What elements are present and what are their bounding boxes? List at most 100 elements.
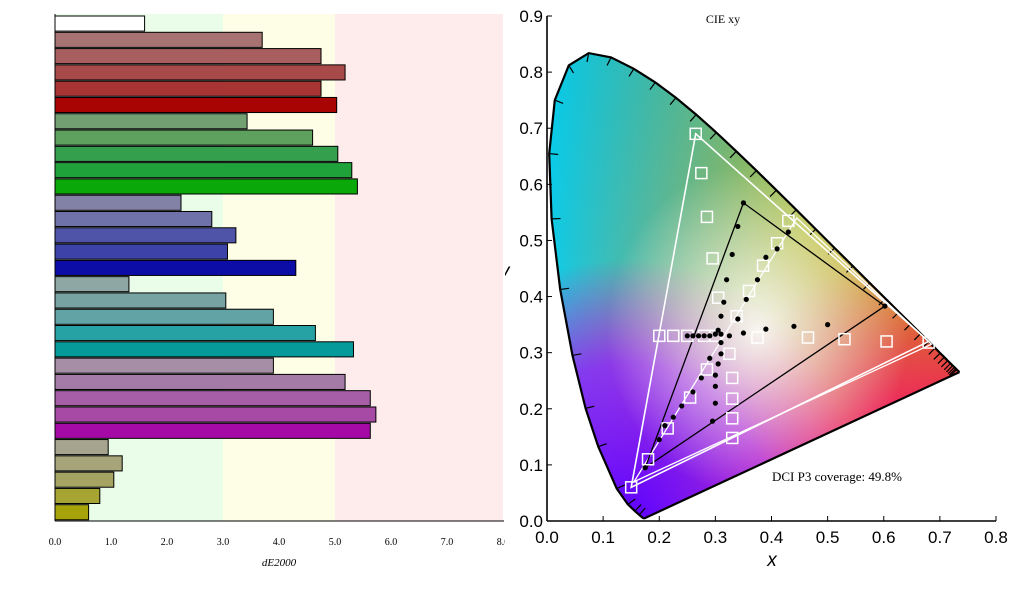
- coverage-annotation: DCI P3 coverage: 49.8%: [772, 469, 902, 484]
- cie-y-tick-label: 0.9: [519, 7, 543, 26]
- bar-x-tick-label: 7.0: [441, 537, 454, 548]
- bar-9: [54, 162, 353, 179]
- measured-point: [715, 361, 721, 367]
- target-square: [725, 392, 739, 405]
- measured-point: [712, 331, 718, 337]
- target-square: [742, 284, 756, 298]
- locus-tick: [937, 356, 945, 364]
- locus-tick: [943, 362, 951, 371]
- bar-x-tick-label: 0.0: [49, 537, 62, 548]
- chromaticity-fill: [549, 53, 960, 519]
- locus-tick: [709, 132, 717, 140]
- bar-26: [54, 439, 109, 456]
- target-square: [653, 329, 666, 343]
- target-square: [706, 252, 719, 265]
- cie-x-tick-label: 0.3: [704, 528, 728, 547]
- cie-y-tick-label: 0.6: [519, 175, 543, 194]
- bar-5: [54, 96, 338, 114]
- locus-tick: [846, 265, 854, 273]
- locus-tick: [627, 498, 636, 505]
- measured-point: [707, 355, 713, 361]
- bar-18: [54, 308, 274, 325]
- measured-point: [690, 333, 696, 339]
- measured-point: [724, 277, 730, 283]
- bar-28: [54, 471, 115, 488]
- locus-tick: [598, 443, 607, 448]
- cie-x-axis-label: x: [766, 550, 778, 571]
- bar-12: [54, 210, 213, 228]
- target-square: [756, 259, 770, 272]
- measured-point: [729, 251, 735, 258]
- bar-13: [54, 227, 237, 244]
- measured-point: [695, 333, 702, 339]
- locus-tick: [948, 368, 957, 376]
- bar-25: [54, 422, 371, 439]
- bar-29: [54, 487, 101, 505]
- cie-y-tick-label: 0.4: [519, 288, 543, 307]
- cie-xy-chart: 0.0 0.1 0.2 0.3 0.4 0.5 0.6 0.7 0.8 0.0 0.1 0.2 0.3 0…: [505, 7, 1008, 571]
- bar-22: [54, 373, 346, 390]
- cie-y-tick-label: 0.5: [519, 231, 543, 250]
- bar-x-tick-label: 8.0: [497, 537, 505, 548]
- target-square: [725, 371, 739, 385]
- measured-point: [743, 296, 749, 302]
- target-square: [880, 335, 893, 348]
- locus-tick: [572, 353, 582, 357]
- locus-tick: [729, 150, 737, 159]
- cie-x-tick-label: 0.5: [816, 528, 840, 547]
- locus-tick: [689, 114, 697, 122]
- locus-tick: [947, 366, 955, 375]
- cie-x-tick-label: 0.6: [872, 528, 896, 547]
- target-square: [922, 336, 935, 349]
- measured-point: [785, 229, 791, 235]
- locus-tick: [560, 287, 570, 291]
- bar-10: [54, 178, 358, 195]
- measured-point: [825, 322, 831, 328]
- measured-point: [712, 383, 718, 389]
- measured-point: [721, 299, 727, 305]
- locus-tick: [940, 360, 949, 368]
- locus-tick: [568, 65, 575, 74]
- bar-11: [54, 194, 182, 211]
- measured-point: [718, 313, 724, 319]
- locus-tick: [669, 97, 677, 106]
- measured-point: [740, 200, 747, 206]
- locus-tick: [945, 365, 954, 373]
- target-square: [700, 363, 714, 376]
- measured-point: [709, 418, 716, 424]
- target-square: [730, 309, 743, 323]
- cie-y-tick-label: 0.0: [519, 512, 543, 531]
- target-square: [695, 166, 708, 180]
- measured-point: [791, 323, 797, 329]
- cie-x-tick-label: 0.1: [591, 528, 615, 547]
- bar-14: [54, 243, 228, 260]
- target-square: [782, 214, 795, 228]
- bar-21: [54, 357, 274, 374]
- target-square: [641, 453, 655, 466]
- cie-y-tick-label: 0.8: [519, 63, 543, 82]
- bar-2: [54, 48, 322, 65]
- locus-tick: [913, 333, 922, 341]
- locus-tick: [933, 352, 941, 360]
- measured-point: [684, 333, 690, 339]
- cie-x-tick-label: 0.2: [647, 528, 671, 547]
- locus-tick: [949, 369, 958, 377]
- measured-point: [712, 400, 718, 406]
- target-square: [624, 481, 638, 494]
- locus-tick: [586, 53, 590, 63]
- bar-x-tick-label: 3.0: [217, 537, 230, 548]
- measured-point: [707, 333, 713, 339]
- measured-point: [718, 339, 724, 346]
- bar-23: [54, 390, 371, 407]
- bar-x-tick-labels: 0.0 1.0 2.0 3.0 4.0 5.0 6.0 7.0 8.0: [49, 537, 505, 548]
- target-square: [751, 331, 764, 344]
- bar-8: [54, 145, 339, 162]
- bar-16: [54, 276, 130, 293]
- cie-y-tick-label: 0.2: [519, 400, 543, 419]
- bar-0: [54, 15, 146, 32]
- cie-x-tick-label: 0.7: [928, 528, 952, 547]
- measured-point: [763, 254, 769, 260]
- locus-tick: [749, 170, 757, 178]
- locus-tick: [554, 99, 564, 104]
- bar-20: [54, 341, 354, 358]
